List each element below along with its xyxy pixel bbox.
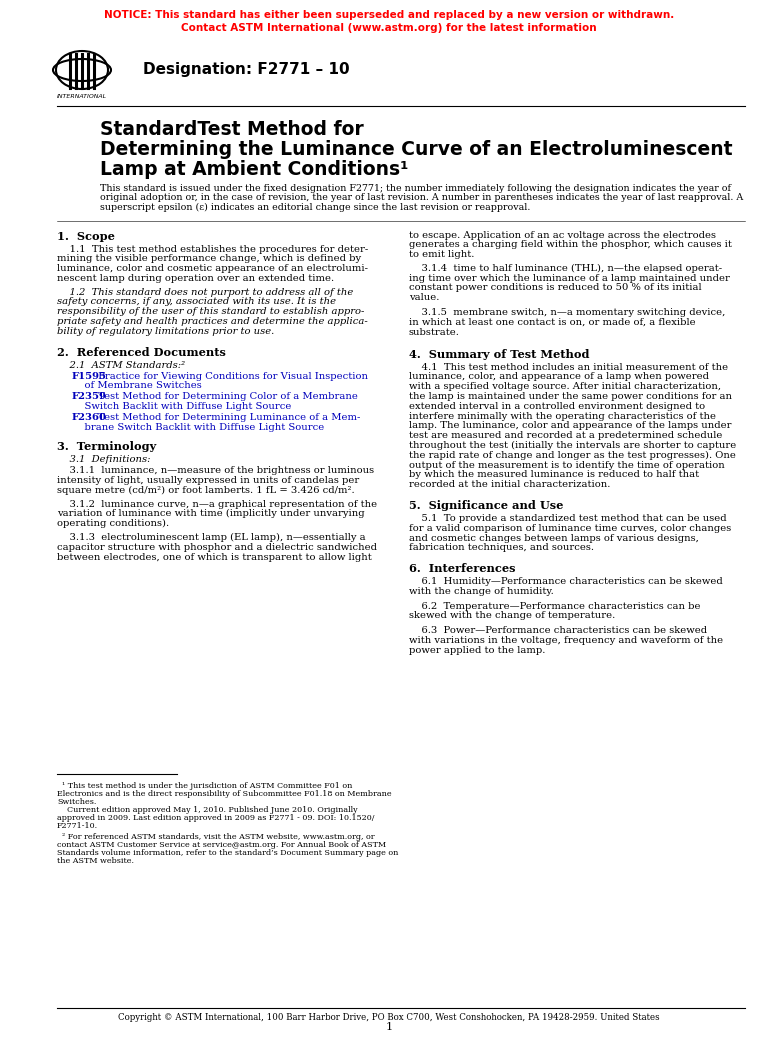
Text: luminance, color, and appearance of a lamp when powered: luminance, color, and appearance of a la…	[409, 373, 709, 381]
Text: for a valid comparison of luminance time curves, color changes: for a valid comparison of luminance time…	[409, 524, 731, 533]
Text: NOTICE: This standard has either been superseded and replaced by a new version o: NOTICE: This standard has either been su…	[104, 10, 674, 20]
Text: in which at least one contact is on, or made of, a flexible: in which at least one contact is on, or …	[409, 318, 696, 327]
Text: priate safety and health practices and determine the applica-: priate safety and health practices and d…	[57, 318, 368, 326]
Text: constant power conditions is reduced to 50 % of its initial: constant power conditions is reduced to …	[409, 283, 702, 293]
Text: 3.1  Definitions:: 3.1 Definitions:	[57, 455, 150, 464]
Text: Standards volume information, refer to the standard’s Document Summary page on: Standards volume information, refer to t…	[57, 849, 398, 857]
Text: by which the measured luminance is reduced to half that: by which the measured luminance is reduc…	[409, 471, 699, 479]
Text: Practice for Viewing Conditions for Visual Inspection: Practice for Viewing Conditions for Visu…	[95, 372, 368, 381]
Text: with the change of humidity.: with the change of humidity.	[409, 587, 554, 595]
Text: StandardTest Method for: StandardTest Method for	[100, 120, 364, 139]
Text: operating conditions).: operating conditions).	[57, 519, 169, 528]
Text: with variations in the voltage, frequency and waveform of the: with variations in the voltage, frequenc…	[409, 636, 723, 645]
Text: safety concerns, if any, associated with its use. It is the: safety concerns, if any, associated with…	[57, 298, 336, 306]
Text: 3.1.1  luminance, n—measure of the brightness or luminous: 3.1.1 luminance, n—measure of the bright…	[57, 466, 374, 475]
Text: ² For referenced ASTM standards, visit the ASTM website, www.astm.org, or: ² For referenced ASTM standards, visit t…	[57, 833, 375, 841]
Text: This standard is issued under the fixed designation F2771; the number immediatel: This standard is issued under the fixed …	[100, 184, 731, 193]
Text: bility of regulatory limitations prior to use.: bility of regulatory limitations prior t…	[57, 327, 275, 336]
Text: the ASTM website.: the ASTM website.	[57, 857, 134, 865]
Text: throughout the test (initially the intervals are shorter to capture: throughout the test (initially the inter…	[409, 441, 736, 450]
Text: of Membrane Switches: of Membrane Switches	[72, 381, 202, 390]
Text: and cosmetic changes between lamps of various designs,: and cosmetic changes between lamps of va…	[409, 533, 699, 542]
Text: 5.1  To provide a standardized test method that can be used: 5.1 To provide a standardized test metho…	[409, 514, 727, 523]
Text: 4.1  This test method includes an initial measurement of the: 4.1 This test method includes an initial…	[409, 362, 728, 372]
Text: substrate.: substrate.	[409, 328, 460, 336]
Text: 3.  Terminology: 3. Terminology	[57, 441, 156, 452]
Text: capacitor structure with phosphor and a dielectric sandwiched: capacitor structure with phosphor and a …	[57, 542, 377, 552]
Text: interfere minimally with the operating characteristics of the: interfere minimally with the operating c…	[409, 411, 716, 421]
Text: variation of luminance with time (implicitly under unvarying: variation of luminance with time (implic…	[57, 509, 365, 518]
Text: Contact ASTM International (www.astm.org) for the latest information: Contact ASTM International (www.astm.org…	[181, 23, 597, 33]
Text: Test Method for Determining Color of a Membrane: Test Method for Determining Color of a M…	[95, 392, 358, 401]
Text: Designation: F2771 – 10: Designation: F2771 – 10	[143, 62, 349, 77]
Text: extended interval in a controlled environment designed to: extended interval in a controlled enviro…	[409, 402, 705, 411]
Text: ing time over which the luminance of a lamp maintained under: ing time over which the luminance of a l…	[409, 274, 730, 283]
Text: output of the measurement is to identify the time of operation: output of the measurement is to identify…	[409, 460, 725, 469]
Text: approved in 2009. Last edition approved in 2009 as F2771 - 09. DOI: 10.1520/: approved in 2009. Last edition approved …	[57, 814, 374, 822]
Text: 1.1  This test method establishes the procedures for deter-: 1.1 This test method establishes the pro…	[57, 245, 368, 254]
Text: original adoption or, in the case of revision, the year of last revision. A numb: original adoption or, in the case of rev…	[100, 194, 743, 203]
Text: 3.1.3  electroluminescent lamp (EL lamp), n—essentially a: 3.1.3 electroluminescent lamp (EL lamp),…	[57, 533, 366, 542]
Text: 3.1.2  luminance curve, n—a graphical representation of the: 3.1.2 luminance curve, n—a graphical rep…	[57, 500, 377, 508]
Text: luminance, color and cosmetic appearance of an electrolumi-: luminance, color and cosmetic appearance…	[57, 264, 368, 273]
Text: recorded at the initial characterization.: recorded at the initial characterization…	[409, 480, 611, 489]
Text: Lamp at Ambient Conditions¹: Lamp at Ambient Conditions¹	[100, 160, 408, 179]
Text: brane Switch Backlit with Diffuse Light Source: brane Switch Backlit with Diffuse Light …	[72, 423, 324, 432]
Text: Copyright © ASTM International, 100 Barr Harbor Drive, PO Box C700, West Conshoh: Copyright © ASTM International, 100 Barr…	[118, 1013, 660, 1022]
Text: 2.1  ASTM Standards:²: 2.1 ASTM Standards:²	[57, 360, 185, 370]
Text: Electronics and is the direct responsibility of Subcommittee F01.18 on Membrane: Electronics and is the direct responsibi…	[57, 790, 391, 798]
Text: Switches.: Switches.	[57, 798, 96, 806]
Text: value.: value.	[409, 294, 440, 302]
Text: the rapid rate of change and longer as the test progresses). One: the rapid rate of change and longer as t…	[409, 451, 736, 460]
Text: contact ASTM Customer Service at service@astm.org. For Annual Book of ASTM: contact ASTM Customer Service at service…	[57, 841, 386, 849]
Text: ¹ This test method is under the jurisdiction of ASTM Committee F01 on: ¹ This test method is under the jurisdic…	[57, 782, 352, 790]
Text: F2771-10.: F2771-10.	[57, 822, 98, 830]
Text: 4.  Summary of Test Method: 4. Summary of Test Method	[409, 349, 590, 359]
Text: 1.2  This standard does not purport to address all of the: 1.2 This standard does not purport to ad…	[57, 287, 353, 297]
Text: responsibility of the user of this standard to establish appro-: responsibility of the user of this stand…	[57, 307, 364, 316]
Text: power applied to the lamp.: power applied to the lamp.	[409, 645, 545, 655]
Text: square metre (cd/m²) or foot lamberts. 1 fL = 3.426 cd/m².: square metre (cd/m²) or foot lamberts. 1…	[57, 486, 355, 494]
Text: test are measured and recorded at a predetermined schedule: test are measured and recorded at a pred…	[409, 431, 723, 440]
Text: superscript epsilon (ε) indicates an editorial change since the last revision or: superscript epsilon (ε) indicates an edi…	[100, 203, 531, 212]
Text: 6.3  Power—Performance characteristics can be skewed: 6.3 Power—Performance characteristics ca…	[409, 627, 707, 635]
Text: mining the visible performance change, which is defined by: mining the visible performance change, w…	[57, 254, 361, 263]
Text: Determining the Luminance Curve of an Electroluminescent: Determining the Luminance Curve of an El…	[100, 139, 733, 159]
Text: 1.  Scope: 1. Scope	[57, 230, 115, 242]
Text: Switch Backlit with Diffuse Light Source: Switch Backlit with Diffuse Light Source	[72, 402, 292, 411]
Text: 2.  Referenced Documents: 2. Referenced Documents	[57, 347, 226, 358]
Text: fabrication techniques, and sources.: fabrication techniques, and sources.	[409, 543, 594, 553]
Text: lamp. The luminance, color and appearance of the lamps under: lamp. The luminance, color and appearanc…	[409, 422, 731, 430]
Text: INTERNATIONAL: INTERNATIONAL	[57, 94, 107, 99]
Text: to emit light.: to emit light.	[409, 250, 475, 259]
Text: skewed with the change of temperature.: skewed with the change of temperature.	[409, 611, 615, 620]
Text: intensity of light, usually expressed in units of candelas per: intensity of light, usually expressed in…	[57, 476, 359, 485]
Text: generates a charging field within the phosphor, which causes it: generates a charging field within the ph…	[409, 240, 732, 249]
Text: the lamp is maintained under the same power conditions for an: the lamp is maintained under the same po…	[409, 391, 732, 401]
Text: Current edition approved May 1, 2010. Published June 2010. Originally: Current edition approved May 1, 2010. Pu…	[57, 806, 358, 814]
Text: 6.1  Humidity—Performance characteristics can be skewed: 6.1 Humidity—Performance characteristics…	[409, 577, 723, 586]
Text: with a specified voltage source. After initial characterization,: with a specified voltage source. After i…	[409, 382, 721, 391]
Text: nescent lamp during operation over an extended time.: nescent lamp during operation over an ex…	[57, 274, 334, 283]
Text: between electrodes, one of which is transparent to allow light: between electrodes, one of which is tran…	[57, 553, 372, 561]
Text: 1: 1	[385, 1022, 393, 1032]
Text: F1595: F1595	[72, 372, 107, 381]
Text: F2359: F2359	[72, 392, 107, 401]
Text: F2360: F2360	[72, 412, 107, 422]
Text: 6.2  Temperature—Performance characteristics can be: 6.2 Temperature—Performance characterist…	[409, 602, 700, 611]
Text: 6.  Interferences: 6. Interferences	[409, 563, 516, 574]
Text: 3.1.4  time to half luminance (THL), n—the elapsed operat-: 3.1.4 time to half luminance (THL), n—th…	[409, 264, 722, 273]
Text: Test Method for Determining Luminance of a Mem-: Test Method for Determining Luminance of…	[95, 412, 360, 422]
Text: 5.  Significance and Use: 5. Significance and Use	[409, 500, 563, 511]
Text: to escape. Application of an ac voltage across the electrodes: to escape. Application of an ac voltage …	[409, 230, 716, 239]
Text: 3.1.5  membrane switch, n—a momentary switching device,: 3.1.5 membrane switch, n—a momentary swi…	[409, 308, 725, 318]
